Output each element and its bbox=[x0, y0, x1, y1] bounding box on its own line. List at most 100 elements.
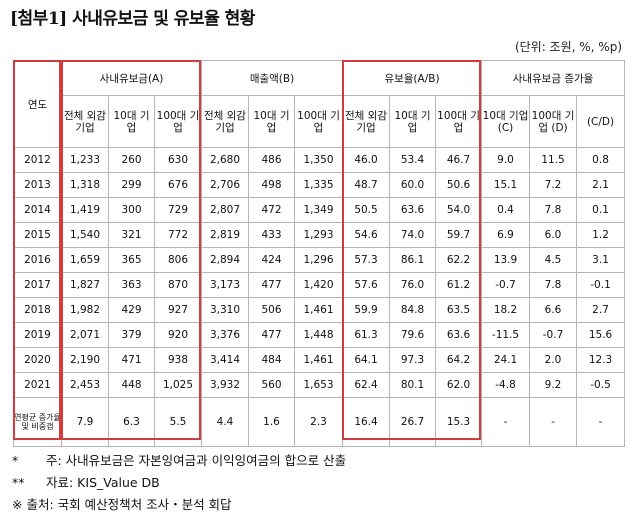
cell-r-100: 63.5 bbox=[435, 297, 483, 323]
subheader-growth-c: 10대 기업 (C) bbox=[481, 95, 531, 148]
table-row-average: 연평균 증가율 및 비중갭 7.9 6.3 5.5 4.4 1.6 2.3 16… bbox=[13, 397, 626, 447]
cell-r-100: 62.0 bbox=[435, 372, 483, 398]
year-cell: 2020 bbox=[13, 347, 62, 373]
table-row: 2020 2,190 471 938 3,414 484 1,461 64.1 97.3 64.2… bbox=[13, 347, 626, 373]
cell-b-all: 2,894 bbox=[201, 247, 249, 273]
cell-g-d: 7.8 bbox=[529, 272, 578, 298]
subheader-all: 전체 외감 기업 bbox=[342, 95, 391, 148]
cell-b-10: 486 bbox=[248, 147, 295, 173]
table-row: 2016 1,659 365 806 2,894 424 1,296 57.3 86.1 62.2… bbox=[13, 247, 626, 273]
cell-g-d: 4.5 bbox=[529, 247, 578, 273]
cell-g-cd: -0.5 bbox=[576, 372, 626, 398]
cell-g-d: 7.8 bbox=[529, 197, 578, 223]
unit-label: (단위: 조원, %, %p) bbox=[514, 40, 622, 54]
subheader-growth-cd: (C/D) bbox=[576, 95, 626, 148]
cell-r-100: 61.2 bbox=[435, 272, 483, 298]
footnote-text: 자료: KIS_Value DB bbox=[46, 475, 160, 490]
cell-g-d: 2.0 bbox=[529, 347, 578, 373]
cell-r-all: 46.0 bbox=[342, 147, 391, 173]
cell-g-c: 9.0 bbox=[481, 147, 531, 173]
cell-g-c: - bbox=[481, 397, 531, 447]
cell-b-10: 560 bbox=[248, 372, 295, 398]
cell-a-all: 2,190 bbox=[61, 347, 109, 373]
subheader-top10: 10대 기업 bbox=[389, 95, 437, 148]
header-sales: 매출액(B) bbox=[200, 60, 344, 96]
cell-g-cd: - bbox=[576, 397, 626, 447]
cell-r-10: 84.8 bbox=[389, 297, 437, 323]
year-cell: 2019 bbox=[13, 322, 62, 348]
cell-r-100: 46.7 bbox=[435, 147, 483, 173]
cell-a-10: 300 bbox=[108, 197, 155, 223]
cell-a-10: 365 bbox=[108, 247, 155, 273]
cell-a-all: 1,659 bbox=[61, 247, 109, 273]
cell-b-all: 3,932 bbox=[201, 372, 249, 398]
cell-r-10: 53.4 bbox=[389, 147, 437, 173]
table-row: 2014 1,419 300 729 2,807 472 1,349 50.5 63.6 54.0… bbox=[13, 197, 626, 223]
cell-r-100: 15.3 bbox=[435, 397, 483, 447]
cell-r-10: 86.1 bbox=[389, 247, 437, 273]
footnote-symbol: ** bbox=[12, 475, 25, 490]
cell-r-all: 64.1 bbox=[342, 347, 391, 373]
cell-b-all: 3,376 bbox=[201, 322, 249, 348]
cell-a-10: 471 bbox=[108, 347, 155, 373]
cell-r-10: 63.6 bbox=[389, 197, 437, 223]
cell-g-cd: -0.1 bbox=[576, 272, 626, 298]
year-cell: 2018 bbox=[13, 297, 62, 323]
table-row: 2012 1,233 260 630 2,680 486 1,350 46.0 53.4 46.7… bbox=[13, 147, 626, 173]
cell-r-100: 62.2 bbox=[435, 247, 483, 273]
cell-a-100: 927 bbox=[154, 297, 202, 323]
cell-g-c: 6.9 bbox=[481, 222, 531, 248]
cell-g-cd: 0.8 bbox=[576, 147, 626, 173]
cell-a-all: 1,419 bbox=[61, 197, 109, 223]
cell-g-cd: 2.7 bbox=[576, 297, 626, 323]
cell-a-100: 729 bbox=[154, 197, 202, 223]
header-growth-rate: 사내유보금 증가율 bbox=[481, 60, 626, 96]
cell-b-100: 1,461 bbox=[293, 297, 344, 323]
cell-r-100: 59.7 bbox=[435, 222, 483, 248]
cell-b-10: 484 bbox=[248, 347, 295, 373]
subheader-growth-d: 100대 기업 (D) bbox=[529, 95, 578, 148]
cell-b-10: 433 bbox=[248, 222, 295, 248]
cell-b-100: 1,350 bbox=[293, 147, 344, 173]
cell-b-100: 1,293 bbox=[293, 222, 344, 248]
cell-g-d: 9.2 bbox=[529, 372, 578, 398]
year-cell: 2012 bbox=[13, 147, 62, 173]
cell-b-10: 498 bbox=[248, 172, 295, 198]
cell-a-all: 2,453 bbox=[61, 372, 109, 398]
footnote-symbol: * bbox=[12, 453, 19, 468]
cell-g-c: 13.9 bbox=[481, 247, 531, 273]
header-retained-earnings: 사내유보금(A) bbox=[61, 60, 202, 96]
page-title: [첨부1] 사내유보금 및 유보율 현황 bbox=[10, 9, 255, 29]
cell-b-all: 4.4 bbox=[201, 397, 249, 447]
average-row-label: 연평균 증가율 및 비중갭 bbox=[13, 397, 62, 447]
year-cell: 2015 bbox=[13, 222, 62, 248]
cell-r-all: 54.6 bbox=[342, 222, 391, 248]
cell-a-10: 379 bbox=[108, 322, 155, 348]
cell-b-100: 1,335 bbox=[293, 172, 344, 198]
cell-r-100: 64.2 bbox=[435, 347, 483, 373]
table-row: 2017 1,827 363 870 3,173 477 1,420 57.6 76.0 61.2… bbox=[13, 272, 626, 298]
cell-b-100: 1,461 bbox=[293, 347, 344, 373]
cell-b-10: 472 bbox=[248, 197, 295, 223]
subheader-all: 전체 외감 기업 bbox=[201, 95, 249, 148]
footnote-origin: ※ 출처: 국회 예산정책처 조사・분석 회답 bbox=[12, 497, 232, 512]
cell-g-c: 24.1 bbox=[481, 347, 531, 373]
cell-a-100: 772 bbox=[154, 222, 202, 248]
subheader-top10: 10대 기업 bbox=[248, 95, 295, 148]
subheader-top100: 100대 기업 bbox=[293, 95, 344, 148]
cell-a-10: 429 bbox=[108, 297, 155, 323]
cell-b-all: 3,414 bbox=[201, 347, 249, 373]
retained-earnings-table: 연도 사내유보금(A) 매출액(B) 유보율(A/B) 사내유보금 증가율 전체… bbox=[13, 60, 626, 447]
cell-b-100: 1,420 bbox=[293, 272, 344, 298]
cell-g-cd: 12.3 bbox=[576, 347, 626, 373]
footnote-definition: * 주: 사내유보금은 자본잉여금과 이익잉여금의 합으로 산출 bbox=[12, 450, 346, 469]
cell-b-10: 506 bbox=[248, 297, 295, 323]
cell-b-100: 1,653 bbox=[293, 372, 344, 398]
year-cell: 2013 bbox=[13, 172, 62, 198]
cell-r-all: 62.4 bbox=[342, 372, 391, 398]
cell-a-10: 363 bbox=[108, 272, 155, 298]
table-row: 2013 1,318 299 676 2,706 498 1,335 48.7 60.0 50.6… bbox=[13, 172, 626, 198]
cell-a-all: 1,540 bbox=[61, 222, 109, 248]
cell-a-all: 1,318 bbox=[61, 172, 109, 198]
cell-a-10: 299 bbox=[108, 172, 155, 198]
